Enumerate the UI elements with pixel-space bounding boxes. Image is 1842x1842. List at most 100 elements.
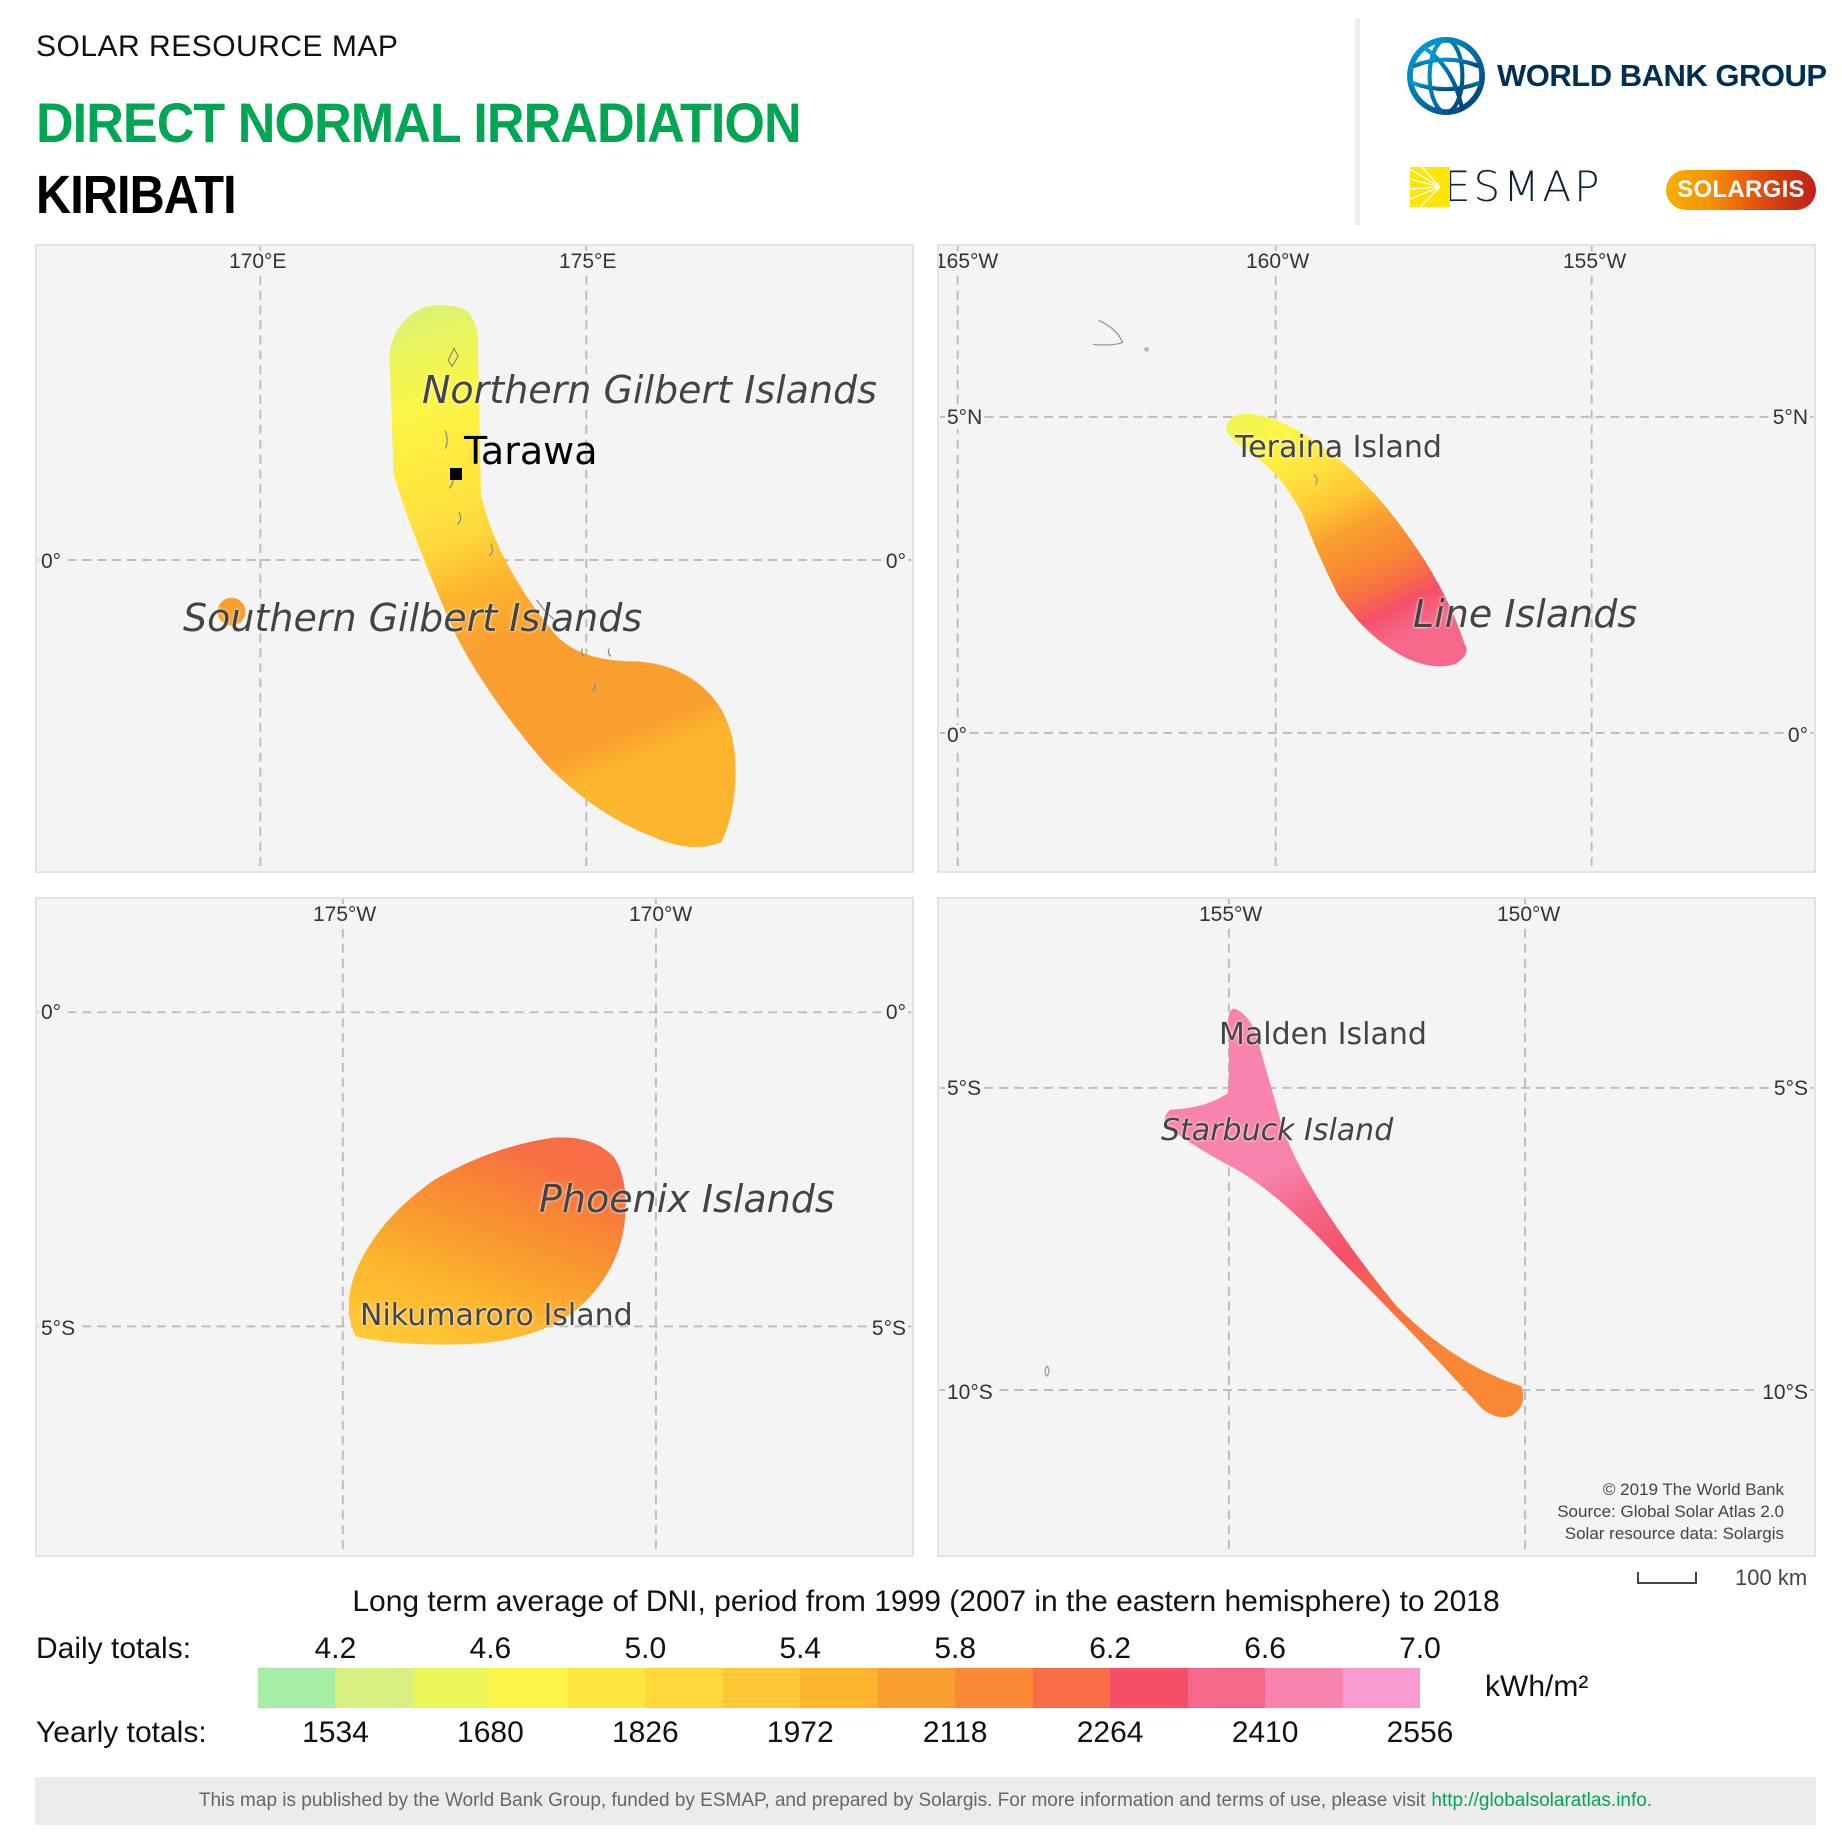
legend-daily-value: 5.4 bbox=[779, 1632, 822, 1665]
label-nikumaroro-island: Nikumaroro Island bbox=[360, 1298, 633, 1333]
lon-label-175w: 175°W bbox=[311, 903, 379, 926]
lat-label-0-right: 0° bbox=[883, 550, 908, 573]
label-teraina-island: Teraina Island bbox=[1235, 430, 1442, 465]
attribution-source: Source: Global Solar Atlas 2.0 bbox=[1557, 1502, 1784, 1521]
footer-bar: This map is published by the World Bank … bbox=[35, 1777, 1816, 1825]
lat-label-5n-left: 5°N bbox=[945, 406, 985, 429]
legend-swatch bbox=[1342, 1668, 1421, 1708]
lon-label-150w: 150°W bbox=[1495, 903, 1563, 926]
map-panel-line-islands-south[interactable]: 155°W 150°W 5°S 5°S 10°S 10°S Malden Isl… bbox=[937, 897, 1816, 1557]
legend-yearly-value: 1534 bbox=[302, 1716, 369, 1749]
legend-daily-value: 4.2 bbox=[314, 1632, 357, 1665]
legend-swatch bbox=[335, 1668, 413, 1708]
lat-label-5s-left: 5°S bbox=[39, 1317, 78, 1340]
legend-daily-value: 5.0 bbox=[624, 1632, 667, 1665]
legend-swatch bbox=[490, 1668, 568, 1708]
lon-label-175e: 175°E bbox=[557, 250, 619, 273]
globe-icon bbox=[1407, 37, 1485, 115]
legend-unit: kWh/m² bbox=[1485, 1670, 1589, 1703]
label-capital-tarawa: Tarawa bbox=[464, 429, 598, 473]
atoll-outline bbox=[1044, 1365, 1050, 1378]
legend-yearly-value: 1972 bbox=[766, 1716, 834, 1749]
capital-marker-icon bbox=[450, 468, 462, 480]
legend-daily-value: 6.6 bbox=[1244, 1632, 1286, 1665]
label-starbuck-island: Starbuck Island bbox=[1161, 1113, 1394, 1148]
map-canvas-line-south bbox=[939, 899, 1814, 1555]
legend-yearly-value: 2410 bbox=[1231, 1716, 1299, 1749]
legend-swatch bbox=[955, 1668, 1033, 1708]
lat-label-0-right: 0° bbox=[883, 1001, 908, 1024]
map-canvas-phoenix bbox=[37, 899, 912, 1555]
legend-yearly-label: Yearly totals: bbox=[36, 1716, 207, 1749]
lat-label-0-left: 0° bbox=[39, 1001, 64, 1024]
lat-label-0-left: 0° bbox=[945, 724, 970, 747]
legend-yearly-value: 2118 bbox=[922, 1716, 988, 1749]
lat-label-0-left: 0° bbox=[39, 550, 64, 573]
esmap-logo: ESMAP bbox=[1410, 165, 1603, 209]
legend-yearly-value: 2556 bbox=[1386, 1716, 1454, 1749]
label-line-islands: Line Islands bbox=[1413, 592, 1638, 636]
lon-label-170w: 170°W bbox=[627, 903, 695, 926]
map-canvas-line-north bbox=[939, 246, 1814, 871]
scale-bar-label: 100 km bbox=[1735, 1565, 1808, 1590]
scale-bar bbox=[1637, 1572, 1697, 1584]
label-southern-gilbert-islands: Southern Gilbert Islands bbox=[183, 596, 643, 640]
dni-region-gilbert bbox=[389, 305, 736, 848]
map-panel-phoenix-islands[interactable]: 175°W 170°W 0° 0° 5°S 5°S Phoenix Island… bbox=[35, 897, 914, 1557]
label-phoenix-islands: Phoenix Islands bbox=[539, 1177, 835, 1221]
legend-daily-value: 5.8 bbox=[934, 1632, 977, 1665]
lat-label-5s-left: 5°S bbox=[945, 1077, 984, 1100]
map-canvas-gilbert bbox=[37, 246, 912, 871]
lon-label-155w: 155°W bbox=[1197, 903, 1265, 926]
legend-daily-value: 6.2 bbox=[1089, 1632, 1131, 1665]
dni-region-line-north bbox=[1225, 413, 1467, 667]
lon-label-160w: 160°W bbox=[1244, 250, 1312, 273]
legend-swatch bbox=[412, 1668, 491, 1708]
dni-region-phoenix bbox=[348, 1137, 626, 1345]
legend-swatch bbox=[258, 1668, 336, 1708]
lat-label-5s-right: 5°S bbox=[1771, 1077, 1810, 1100]
attribution-copyright: © 2019 The World Bank bbox=[1602, 1480, 1784, 1499]
legend-daily-label: Daily totals: bbox=[36, 1632, 192, 1665]
legend-daily-value: 4.6 bbox=[469, 1632, 512, 1665]
dni-region-line-south bbox=[1164, 1008, 1524, 1418]
legend-swatch bbox=[645, 1668, 723, 1708]
legend-yearly-value: 2264 bbox=[1076, 1716, 1144, 1749]
lon-label-155w: 155°W bbox=[1561, 250, 1629, 273]
country-name: KIRIBATI bbox=[36, 165, 237, 225]
map-panel-gilbert-islands[interactable]: 170°E 175°E 0° 0° Northern Gilbert Islan… bbox=[35, 244, 914, 873]
lon-label-170e: 170°E bbox=[227, 250, 289, 273]
legend-swatch bbox=[800, 1668, 878, 1708]
attribution-data: Solar resource data: Solargis bbox=[1564, 1524, 1784, 1543]
legend-yearly-value: 1680 bbox=[457, 1716, 524, 1749]
footer-link[interactable]: http://globalsolaratlas.info. bbox=[1431, 1790, 1653, 1811]
legend-title: Long term average of DNI, period from 19… bbox=[352, 1585, 1500, 1618]
legend-daily-value: 7.0 bbox=[1399, 1632, 1441, 1665]
legend-swatch bbox=[1110, 1668, 1188, 1708]
legend-swatch bbox=[1032, 1668, 1111, 1708]
map-attribution: © 2019 The World Bank Source: Global Sol… bbox=[1557, 1479, 1784, 1545]
legend-yearly-value: 1826 bbox=[611, 1716, 679, 1749]
atoll-outlines bbox=[1092, 319, 1318, 485]
legend-swatch bbox=[877, 1668, 956, 1708]
legend-swatch bbox=[1265, 1668, 1343, 1708]
lon-label-165w: 165°W bbox=[939, 251, 1001, 273]
label-malden-island: Malden Island bbox=[1219, 1017, 1427, 1052]
lat-label-10s-left: 10°S bbox=[945, 1381, 995, 1404]
footer-text: This map is published by the World Bank … bbox=[198, 1790, 1426, 1811]
legend-color-strip bbox=[258, 1668, 1421, 1708]
esmap-logo-text: ESMAP bbox=[1444, 162, 1603, 211]
lat-label-0-right: 0° bbox=[1785, 724, 1810, 747]
dni-region-banaba bbox=[217, 597, 246, 626]
map-title: DIRECT NORMAL IRRADIATION bbox=[36, 91, 802, 154]
world-bank-logo: WORLD BANK GROUP bbox=[1405, 35, 1827, 117]
map-subtitle: SOLAR RESOURCE MAP bbox=[36, 30, 399, 63]
header-divider bbox=[1355, 18, 1360, 225]
label-northern-gilbert-islands: Northern Gilbert Islands bbox=[422, 368, 877, 412]
map-panel-line-islands-north[interactable]: 165°W 160°W 155°W 5°N 5°N 0° 0° Teraina … bbox=[937, 244, 1816, 873]
solargis-logo: SOLARGIS bbox=[1666, 170, 1816, 210]
atoll-outlines bbox=[444, 347, 612, 692]
legend-swatch bbox=[722, 1668, 801, 1708]
lat-label-10s-right: 10°S bbox=[1760, 1381, 1810, 1404]
legend-swatch bbox=[567, 1668, 646, 1708]
